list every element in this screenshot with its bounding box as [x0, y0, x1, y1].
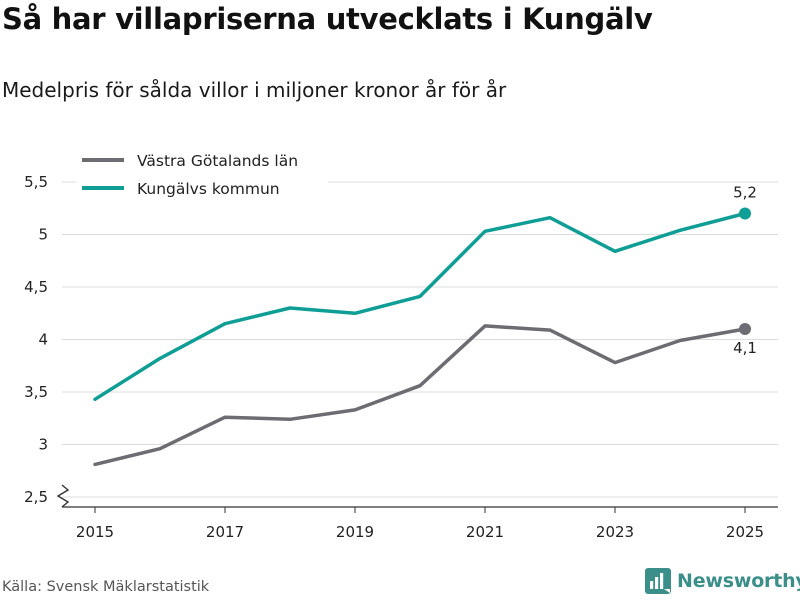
chart-subtitle: Medelpris för sålda villor i miljoner kr…	[2, 78, 507, 102]
grid-lines	[62, 181, 778, 498]
series-lines	[93, 207, 751, 467]
x-tick-label: 2015	[76, 523, 114, 541]
bar-chart-logo-icon	[645, 568, 671, 594]
axis-break-icon	[56, 484, 70, 508]
y-tick-label: 5,5	[24, 173, 48, 191]
end-point-marker	[739, 323, 751, 335]
legend-label: Kungälvs kommun	[137, 180, 280, 198]
axes: 2,5 3 3,5 4 4,5 5 5,5 2015 2017 2019 2021 2023 2025	[24, 173, 778, 541]
source-note: Källa: Svensk Mäklarstatistik	[2, 579, 210, 595]
y-tick-label: 4,5	[24, 278, 48, 296]
x-tick-label: 2019	[336, 523, 374, 541]
end-value-label: 4,1	[733, 339, 757, 357]
series-line-kungalv	[93, 211, 747, 402]
x-tick-label: 2017	[206, 523, 244, 541]
legend: Västra Götalands län Kungälvs kommun	[76, 146, 328, 204]
y-tick-label: 3,5	[24, 383, 48, 401]
brand-logo: Newsworthy	[645, 568, 800, 594]
legend-background	[76, 146, 328, 204]
legend-label: Västra Götalands län	[137, 152, 298, 170]
x-tick-label: 2021	[466, 523, 504, 541]
y-tick-label: 2,5	[24, 488, 48, 506]
chart-title: Så har villapriserna utvecklats i Kungäl…	[2, 2, 653, 36]
data-labels: 4,1 5,2	[733, 184, 757, 358]
y-tick-label: 5	[38, 226, 48, 244]
end-value-label: 5,2	[733, 184, 757, 202]
brand-name: Newsworthy	[677, 570, 800, 592]
x-tick-label: 2023	[596, 523, 634, 541]
y-tick-label: 4	[38, 331, 48, 349]
x-tick-label: 2025	[726, 523, 764, 541]
series-line-vastra-gotaland	[93, 324, 747, 467]
end-point-marker	[739, 207, 751, 220]
y-tick-label: 3	[38, 436, 48, 454]
